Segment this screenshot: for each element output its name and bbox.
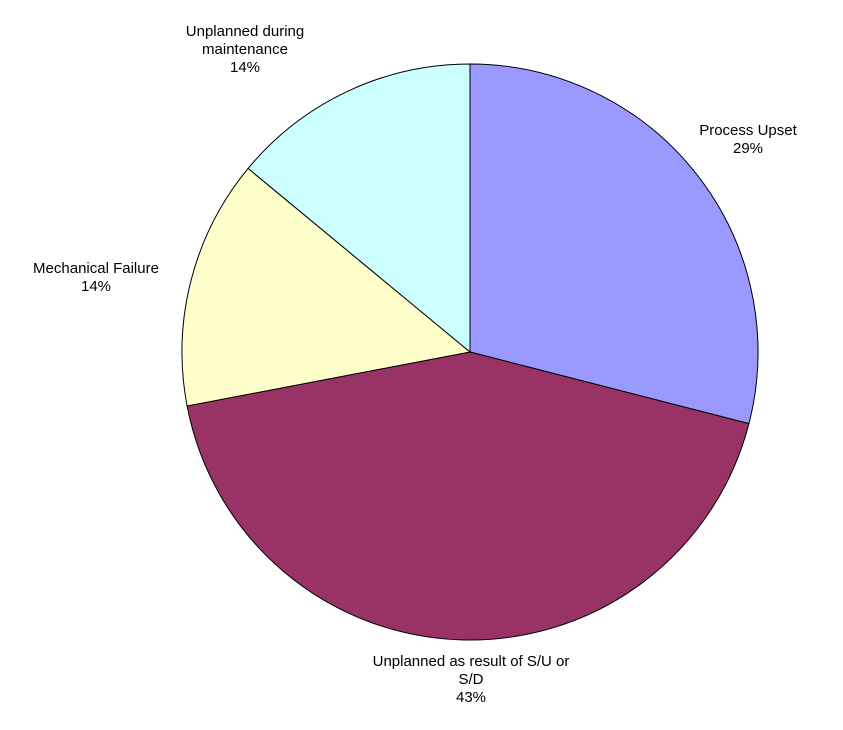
value-label: 14% bbox=[80, 278, 112, 295]
pie-slice bbox=[247, 63, 471, 354]
slice-label: Unplanned during maintenance 14% bbox=[170, 23, 320, 77]
pie-slice bbox=[181, 167, 472, 407]
value-label: 14% bbox=[229, 59, 261, 76]
value-label: 29% bbox=[732, 140, 764, 157]
category-name: Unplanned as result of S/U or S/D bbox=[372, 653, 570, 688]
slice-label: Mechanical Failure 14% bbox=[0, 260, 196, 296]
slice-label: Process Upset 29% bbox=[648, 122, 843, 158]
slice-label: Unplanned as result of S/U or S/D 43% bbox=[366, 653, 576, 707]
pie-slice bbox=[469, 63, 759, 425]
pie-slice bbox=[186, 351, 750, 641]
value-label: 43% bbox=[455, 689, 487, 706]
category-name: Unplanned during maintenance bbox=[185, 23, 305, 58]
category-name: Mechanical Failure bbox=[33, 260, 159, 277]
category-name: Process Upset bbox=[699, 122, 797, 139]
